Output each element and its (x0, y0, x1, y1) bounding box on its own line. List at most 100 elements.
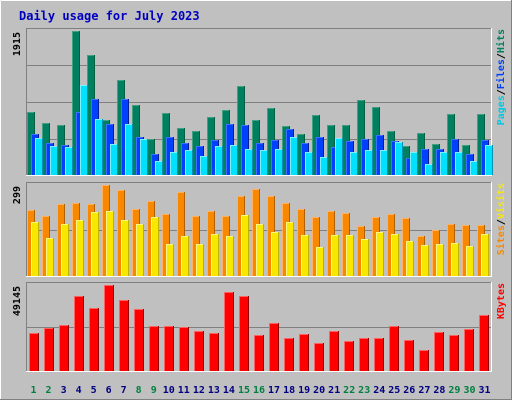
bar-visits-day-3 (61, 224, 69, 276)
bar-visits-day-6 (106, 211, 114, 276)
bar-kbytes-day-7 (119, 300, 129, 371)
bar-pages-day-30 (470, 161, 478, 175)
y-max-label: 299 (12, 186, 23, 204)
legend-kbytes: KBytes (496, 283, 507, 319)
bar-pages-day-9 (155, 161, 163, 175)
bar-visits-day-11 (181, 236, 189, 276)
bar-kbytes-day-21 (329, 331, 339, 371)
panel-visits: 299 Sites/Visits (12, 182, 507, 277)
day-axis: 1 2 3 4 5 6 7 8 9 10 11 12 13 14 15 16 17 18 19 20 21 22 23 24 2… (30, 385, 490, 396)
bar-visits-day-28 (436, 244, 444, 276)
day-label: 9 (151, 385, 157, 396)
bar-visits-day-24 (376, 232, 384, 276)
bar-pages-day-14 (230, 145, 238, 175)
day-label: 21 (328, 385, 340, 396)
bar-kbytes-day-31 (479, 315, 489, 371)
legend-separator: / (496, 53, 507, 59)
bar-visits-day-19 (301, 235, 309, 276)
legend-entry-sites: Sites (495, 225, 507, 255)
panel-kbytes: 49145 KBytes (12, 282, 507, 372)
day-label: 23 (358, 385, 370, 396)
bar-sites-day-11 (177, 192, 185, 276)
day-label: 24 (373, 385, 385, 396)
bar-pages-day-5 (95, 119, 103, 175)
bar-hits-day-23 (357, 100, 365, 175)
bar-kbytes-day-22 (344, 341, 354, 371)
bar-kbytes-day-12 (194, 331, 204, 371)
chart-panels: 1915Pages/Files/Hits299Sites/Visits49145… (12, 28, 507, 372)
legend-separator: / (496, 89, 507, 95)
legend-entry-visits: Visits (495, 183, 507, 219)
bar-files-day-27 (421, 149, 429, 175)
bar-pages-day-19 (305, 152, 313, 175)
bar-kbytes-day-10 (164, 326, 174, 371)
bar-visits-day-31 (481, 234, 489, 276)
day-label: 27 (418, 385, 430, 396)
bar-pages-day-28 (440, 152, 448, 175)
bar-visits-day-2 (46, 238, 54, 276)
bar-visits-day-4 (76, 220, 84, 276)
bar-kbytes-day-6 (104, 285, 114, 371)
bar-visits-day-20 (316, 247, 324, 276)
day-label: 29 (448, 385, 460, 396)
bar-pages-day-2 (50, 146, 58, 175)
day-label: 26 (403, 385, 415, 396)
bar-pages-day-15 (245, 149, 253, 175)
bar-visits-day-8 (136, 224, 144, 276)
day-label: 30 (463, 385, 475, 396)
legend-visits: Sites/Visits (495, 183, 507, 255)
legend-hits: Pages/Files/Hits (495, 29, 507, 125)
bar-kbytes-day-15 (239, 296, 249, 371)
bar-visits-day-10 (166, 244, 174, 276)
day-label: 13 (208, 385, 220, 396)
day-label: 2 (45, 385, 51, 396)
bar-files-day-20 (316, 137, 324, 175)
bar-pages-day-26 (410, 152, 418, 175)
bar-kbytes-day-29 (449, 335, 459, 371)
bar-pages-day-22 (350, 152, 358, 175)
bar-pages-day-23 (365, 150, 373, 175)
bar-kbytes-day-2 (44, 328, 54, 371)
bar-pages-day-12 (200, 156, 208, 175)
bar-visits-day-17 (271, 232, 279, 276)
bar-visits-day-13 (211, 234, 219, 276)
bar-pages-day-10 (170, 152, 178, 175)
day-label: 10 (163, 385, 175, 396)
bar-pages-day-20 (320, 157, 328, 175)
bar-kbytes-day-18 (284, 338, 294, 371)
bar-visits-day-23 (361, 239, 369, 276)
bar-visits-day-12 (196, 244, 204, 276)
bar-hits-day-4 (72, 31, 80, 175)
bar-kbytes-day-23 (359, 338, 369, 371)
bar-pages-day-1 (35, 138, 43, 175)
day-label: 1 (30, 385, 36, 396)
series-visits (31, 211, 489, 276)
bar-kbytes-day-28 (434, 332, 444, 371)
day-label: 15 (238, 385, 250, 396)
day-label: 17 (268, 385, 280, 396)
day-label: 3 (61, 385, 67, 396)
chart-title: Daily usage for July 2023 (19, 9, 200, 23)
bar-kbytes-day-19 (299, 334, 309, 371)
legend-separator: / (496, 219, 507, 225)
y-max-label: 49145 (12, 286, 23, 316)
day-label: 25 (388, 385, 400, 396)
bar-visits-day-22 (346, 235, 354, 276)
bar-visits-day-1 (31, 222, 39, 276)
day-label: 11 (178, 385, 190, 396)
bar-pages-day-4 (80, 85, 88, 175)
bar-kbytes-day-4 (74, 296, 84, 371)
series-pages (35, 85, 493, 175)
bar-sites-day-20 (312, 217, 320, 276)
bar-kbytes-day-27 (419, 350, 429, 371)
bar-pages-day-31 (485, 145, 493, 175)
bar-kbytes-day-17 (269, 323, 279, 371)
day-label: 19 (298, 385, 310, 396)
bar-kbytes-day-14 (224, 292, 234, 371)
day-label: 18 (283, 385, 295, 396)
day-label: 8 (136, 385, 142, 396)
bar-pages-day-17 (275, 149, 283, 175)
legend-entry-kbytes: KBytes (496, 283, 507, 319)
legend-entry-pages: Pages (496, 95, 507, 125)
